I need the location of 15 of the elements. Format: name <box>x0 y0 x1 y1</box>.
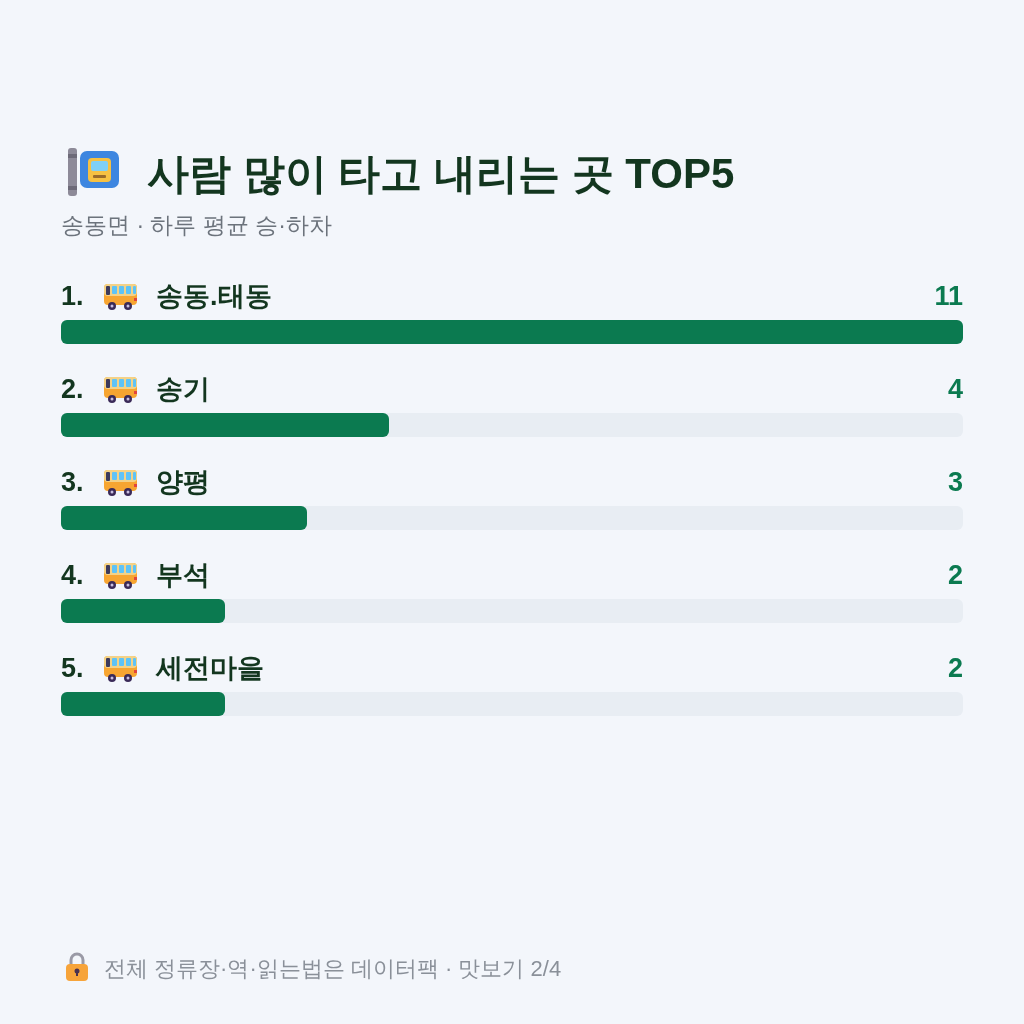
category-label: 5. 세전마을 <box>61 653 264 683</box>
data-label: 4 <box>947 374 963 404</box>
bar <box>61 599 225 623</box>
data-label: 2 <box>947 653 963 683</box>
chart-title: 사람 많이 타고 내리는 곳 TOP5 <box>147 150 735 197</box>
category-label: 3. 양평 <box>61 467 210 497</box>
data-label: 11 <box>934 281 963 311</box>
text: 전체 정류장·역·읽는법은 데이터팩 · 맛보기 2/4 <box>104 956 562 981</box>
chart-subtitle: 송동면 · 하루 평균 승·하차 <box>61 212 332 238</box>
category-label: 4. 부석 <box>61 560 210 590</box>
data-label: 3 <box>947 467 963 497</box>
category-label: 2. 송기 <box>61 374 210 404</box>
bar <box>61 692 225 716</box>
category-label: 1. 송동.태동 <box>61 281 272 311</box>
data-label: 2 <box>947 560 963 590</box>
